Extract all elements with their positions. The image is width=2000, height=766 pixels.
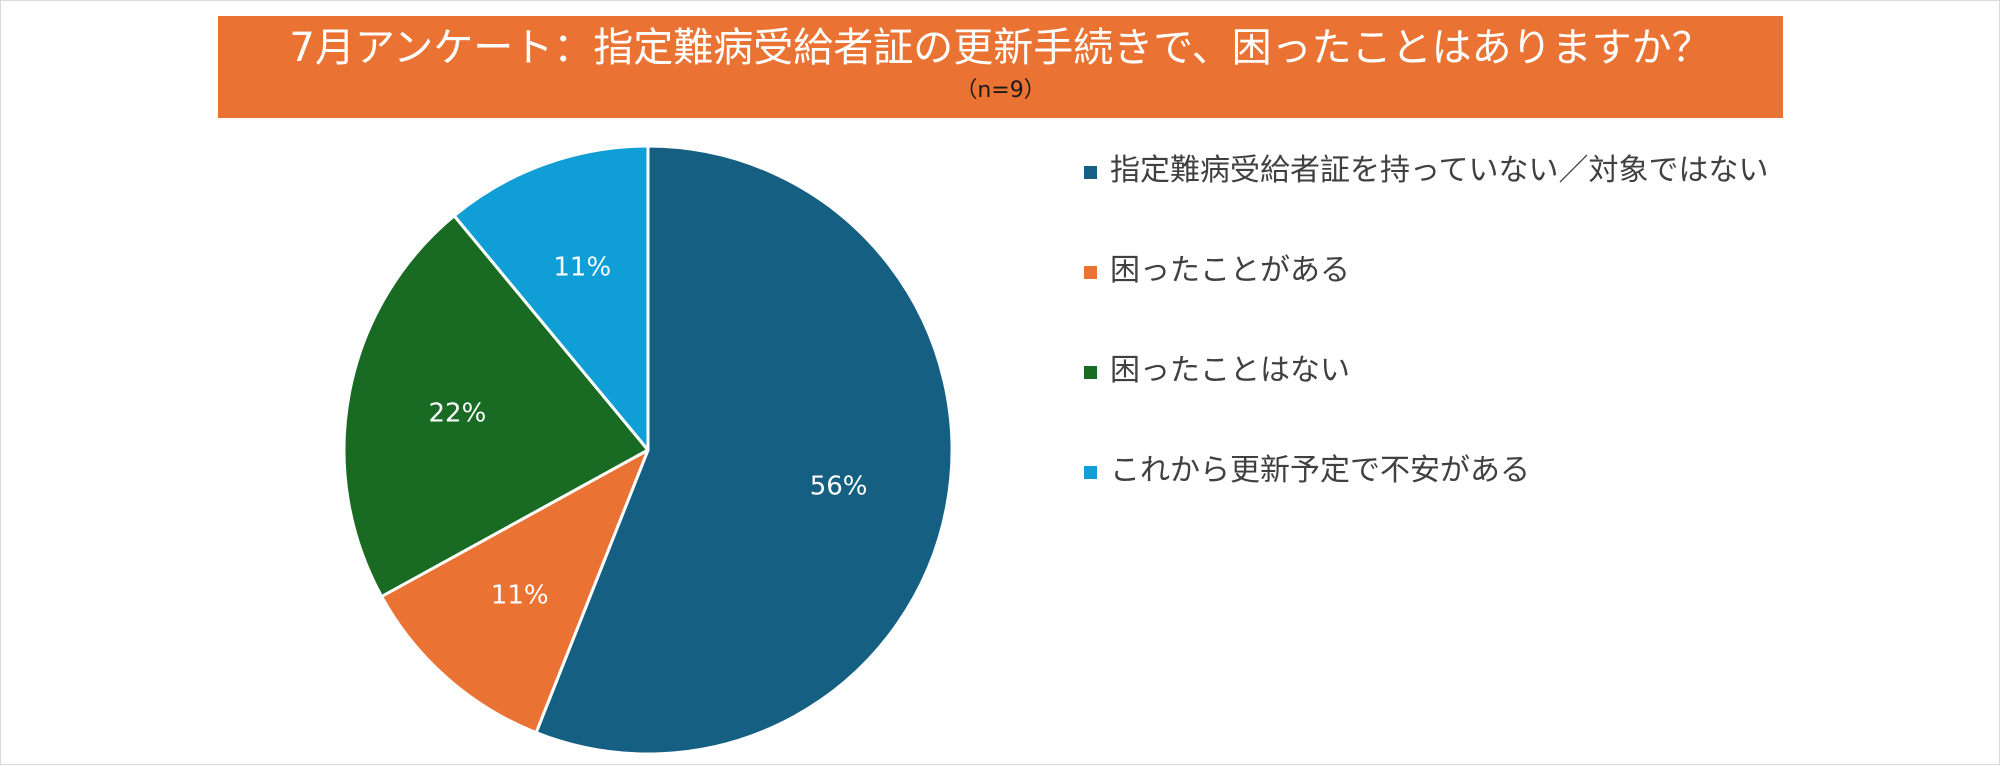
pie-slice [380,448,650,735]
legend-swatch [1084,166,1097,179]
pie-data-label: 11% [553,253,611,283]
legend-swatch [1084,266,1097,279]
pie-slice [452,144,650,452]
title-banner: 7月アンケート：指定難病受給者証の更新手続きで、困ったことはありますか？ （n=… [218,16,1783,118]
legend-item: 指定難病受給者証を持っていない／対象ではない [1084,151,1784,251]
pie-data-label: 11% [491,581,549,611]
legend-item: 困ったことはない [1084,351,1784,451]
chart-subtitle: （n=9） [955,78,1046,103]
pie-data-label: 22% [429,399,487,429]
legend-swatch [1084,466,1097,479]
pie-slice [534,144,954,756]
legend-label: 困ったことはない [1110,353,1350,388]
chart-title: 7月アンケート：指定難病受給者証の更新手続きで、困ったことはありますか？ [289,25,1712,71]
legend-swatch [1084,366,1097,379]
legend-label: これから更新予定で不安がある [1110,453,1530,488]
legend-item: これから更新予定で不安がある [1084,451,1784,551]
pie-slice [342,214,650,598]
pie-data-label: 56% [810,471,868,501]
legend: 指定難病受給者証を持っていない／対象ではない 困ったことがある 困ったことはない… [1084,151,1784,551]
legend-label: 指定難病受給者証を持っていない／対象ではない [1110,153,1769,188]
legend-item: 困ったことがある [1084,251,1784,351]
legend-label: 困ったことがある [1110,253,1350,288]
